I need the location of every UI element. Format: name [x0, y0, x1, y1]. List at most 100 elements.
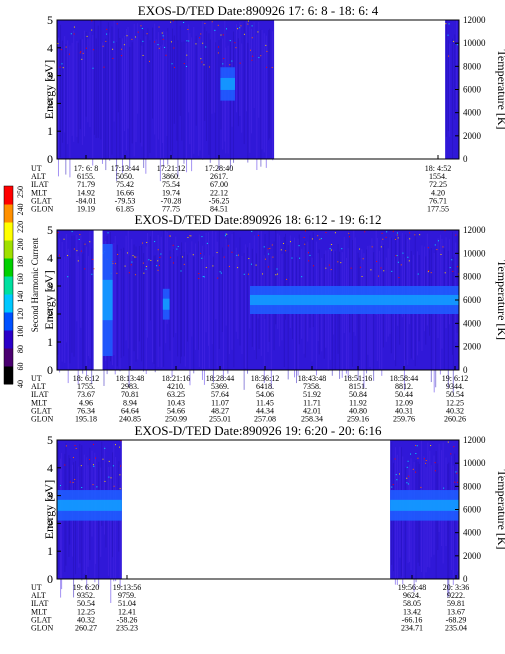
noise-dot — [211, 21, 213, 23]
noise-dot — [265, 44, 267, 46]
noise-dot — [81, 487, 83, 489]
noise-dot — [378, 275, 380, 277]
noise-dot — [247, 20, 249, 22]
y-tick-label: 1 — [47, 544, 53, 558]
texture-streak — [149, 236, 151, 321]
y2-tick-label: 0 — [463, 154, 468, 164]
noise-dot — [78, 238, 80, 240]
noise-dot — [238, 254, 240, 256]
y-tick-label: 2 — [47, 516, 53, 530]
texture-streak — [241, 43, 243, 133]
texture-streak — [147, 28, 149, 158]
y2-tick-label: 6000 — [463, 505, 482, 515]
noise-dot — [128, 272, 130, 274]
orbit-cell: 58.05 — [403, 599, 421, 608]
noise-dot — [434, 470, 436, 472]
texture-streak — [451, 38, 453, 159]
orbit-cell: 40.32 — [446, 406, 464, 415]
noise-dot — [329, 248, 331, 250]
texture-streak — [86, 246, 88, 376]
noise-dot — [334, 232, 336, 234]
noise-dot — [169, 235, 171, 237]
texture-streak — [260, 29, 262, 167]
noise-dot — [402, 252, 404, 254]
texture-streak — [97, 25, 99, 138]
noise-dot — [276, 273, 278, 275]
noise-dot — [283, 242, 285, 244]
noise-dot — [86, 35, 88, 37]
texture-streak — [235, 24, 237, 113]
texture-streak — [87, 255, 89, 357]
noise-dot — [104, 447, 106, 449]
y-tick-label: 3 — [47, 69, 53, 83]
noise-dot — [251, 230, 253, 232]
noise-dot — [121, 48, 123, 50]
orbit-cell: 75.42 — [116, 180, 134, 189]
orbit-row-label: MLT — [31, 398, 47, 407]
texture-streak — [180, 242, 182, 357]
noise-dot — [226, 28, 228, 30]
texture-streak — [152, 27, 154, 119]
texture-streak — [163, 31, 165, 167]
noise-dot — [275, 274, 277, 276]
noise-dot — [331, 243, 333, 245]
noise-dot — [251, 25, 253, 27]
colorbar-frame — [3, 185, 14, 385]
texture-streak — [98, 461, 100, 588]
noise-dot — [202, 276, 204, 278]
orbit-cell: 19: 6:12 — [442, 374, 468, 383]
texture-streak — [206, 31, 208, 141]
noise-dot — [201, 61, 203, 63]
texture-streak — [159, 45, 161, 182]
noise-dot — [72, 482, 74, 484]
texture-streak — [341, 252, 343, 378]
noise-dot — [381, 232, 383, 234]
noise-dot — [407, 460, 409, 462]
texture-streak — [454, 34, 456, 120]
noise-dot — [131, 261, 133, 263]
noise-dot — [425, 462, 427, 464]
noise-dot — [150, 259, 152, 261]
noise-dot — [380, 267, 382, 269]
orbit-cell: 40.31 — [395, 406, 413, 415]
y2-axis-label: Temperature [K] — [495, 49, 505, 129]
noise-dot — [198, 273, 200, 275]
texture-streak — [127, 230, 129, 349]
texture-streak — [65, 234, 67, 343]
texture-streak — [176, 20, 178, 141]
noise-dot — [264, 258, 266, 260]
texture-streak — [269, 28, 271, 139]
noise-dot — [214, 29, 216, 31]
noise-dot — [154, 41, 156, 43]
noise-dot — [112, 48, 114, 50]
noise-dot — [409, 232, 411, 234]
noise-dot — [106, 33, 108, 35]
y-tick-label: 4 — [47, 41, 53, 55]
texture-streak — [401, 233, 403, 318]
noise-dot — [92, 49, 94, 51]
noise-dot — [430, 445, 432, 447]
colorbar-tick-label: 140 — [16, 291, 25, 303]
noise-dot — [115, 263, 117, 265]
noise-dot — [271, 66, 273, 68]
noise-dot — [169, 256, 171, 258]
noise-dot — [69, 481, 71, 483]
texture-streak — [353, 230, 355, 333]
noise-dot — [219, 271, 221, 273]
y-axis-label: Energy [eV] — [42, 270, 56, 329]
texture-streak — [187, 254, 189, 342]
orbit-cell: 76.71 — [429, 196, 447, 205]
noise-dot — [247, 273, 249, 275]
noise-dot — [457, 273, 459, 275]
y2-tick-label: 2000 — [463, 131, 482, 141]
panel-3: EXOS-D/TED Date:890926 19: 6:20 - 20: 6:… — [31, 423, 505, 633]
noise-dot — [85, 47, 87, 49]
texture-streak — [170, 41, 172, 152]
y2-tick-label: 6000 — [463, 85, 482, 95]
y2-tick-label: 4000 — [463, 318, 482, 328]
noise-dot — [130, 264, 132, 266]
orbit-cell: 18:58:44 — [390, 374, 418, 383]
noise-dot — [451, 259, 453, 261]
texture-streak — [111, 26, 113, 155]
